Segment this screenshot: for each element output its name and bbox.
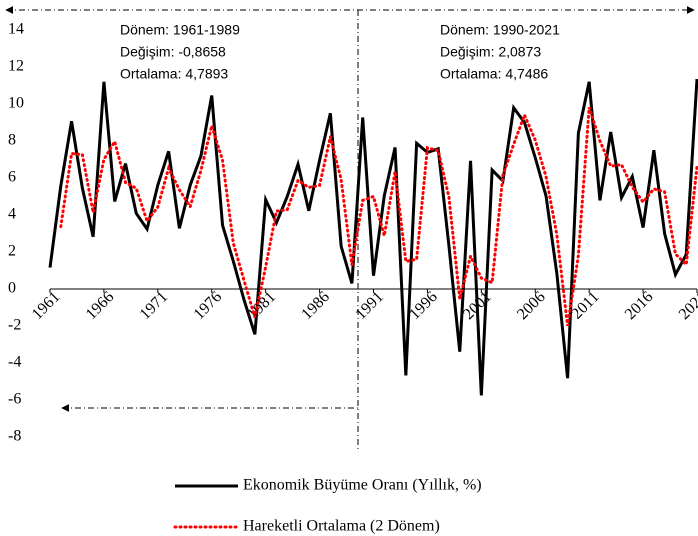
annotation: Değişim: -0,8658	[120, 44, 226, 60]
y-tick-label: -6	[8, 391, 21, 408]
annotation: Ortalama: 4,7486	[440, 66, 548, 82]
data-line	[48, 78, 698, 396]
y-tick-label: 2	[8, 243, 16, 260]
y-tick-label: -4	[8, 354, 21, 371]
legend-label: Hareketli Ortalama (2 Dönem)	[243, 518, 440, 535]
y-tick-label: 0	[8, 280, 16, 297]
x-tick-label: 1971	[137, 288, 172, 323]
annotation: Değişim: 2,0873	[440, 44, 541, 60]
x-tick-label: 2011	[568, 288, 602, 322]
y-tick-label: 14	[8, 21, 24, 38]
data-line	[59, 106, 698, 327]
x-tick-label: 2016	[622, 288, 657, 323]
x-tick-label: 1986	[298, 288, 333, 323]
x-tick-label: 1996	[406, 288, 441, 323]
y-tick-label: 6	[8, 169, 16, 186]
y-tick-label: -8	[8, 428, 21, 445]
legend-label: Ekonomik Büyüme Oranı (Yıllık, %)	[243, 477, 482, 494]
y-tick-label: 12	[8, 58, 24, 75]
x-tick-label: 1961	[29, 288, 64, 323]
annotation: Dönem: 1961-1989	[120, 22, 240, 38]
y-tick-label: 8	[8, 132, 16, 149]
x-tick-label: 1966	[83, 288, 118, 323]
y-tick-label: 10	[8, 95, 24, 112]
x-tick-label: 2021	[676, 288, 698, 323]
x-tick-label: 2006	[514, 288, 549, 323]
y-tick-label: 4	[8, 206, 16, 223]
y-tick-label: -2	[8, 317, 21, 334]
x-tick-label: 1991	[352, 288, 387, 323]
annotation: Dönem: 1990-2021	[440, 22, 560, 38]
x-tick-label: 1976	[191, 288, 226, 323]
annotation: Ortalama: 4,7893	[120, 66, 228, 82]
